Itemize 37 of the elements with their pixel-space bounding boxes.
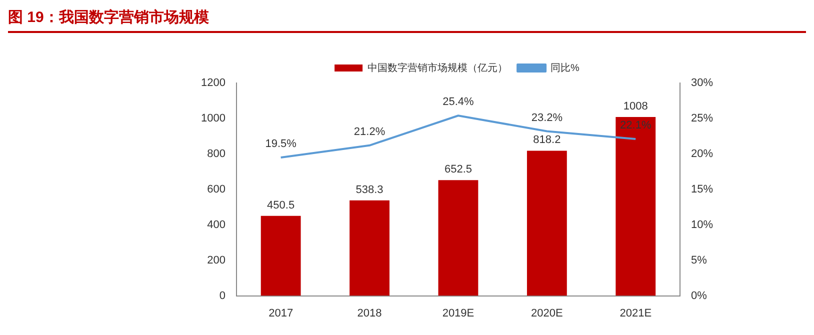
y2-tick-label: 30% (690, 77, 714, 90)
data-label: 818.2 (533, 134, 561, 146)
data-label: 23.2% (531, 112, 563, 124)
bar (438, 180, 478, 296)
data-label: 25.4% (442, 96, 474, 108)
x-tick-label: 2020E (531, 307, 563, 320)
y-tick-label: 1000 (200, 112, 226, 124)
bar (350, 200, 390, 296)
y-tick-label: 400 (207, 218, 226, 231)
bar (260, 216, 301, 296)
bar (616, 117, 656, 296)
y-tick-label: 1200 (200, 77, 226, 90)
x-tick-label: 2018 (357, 307, 382, 320)
y2-tick-label: 10% (690, 218, 714, 231)
x-tick-label: 2021E (620, 307, 652, 320)
legend-label: 中国数字营销市场规模（亿元） (368, 62, 508, 74)
data-label: 450.5 (267, 199, 295, 212)
y-tick-label: 600 (207, 183, 226, 196)
data-label: 19.5% (265, 138, 297, 150)
bar (526, 150, 567, 296)
text: 图 19：我国数字营销市场规模 (8, 8, 806, 33)
data-label: 21.2% (354, 126, 386, 138)
data-label: 1008 (623, 100, 648, 113)
data-label: 538.3 (356, 184, 384, 196)
y2-tick-label: 0% (690, 290, 708, 302)
y2-tick-label: 15% (690, 183, 714, 196)
data-label: 652.5 (444, 164, 472, 176)
y-tick-label: 200 (207, 254, 226, 266)
y2-tick-label: 5% (690, 254, 708, 266)
x-tick-label: 2017 (268, 307, 294, 320)
data-label: 22.1% (620, 120, 652, 132)
y-tick-label: 800 (207, 148, 226, 160)
x-tick-label: 2019E (442, 307, 474, 320)
y-tick-label: 0 (219, 290, 226, 302)
legend-label: 同比% (550, 62, 580, 74)
y2-tick-label: 25% (690, 112, 714, 124)
y2-tick-label: 20% (690, 148, 714, 160)
